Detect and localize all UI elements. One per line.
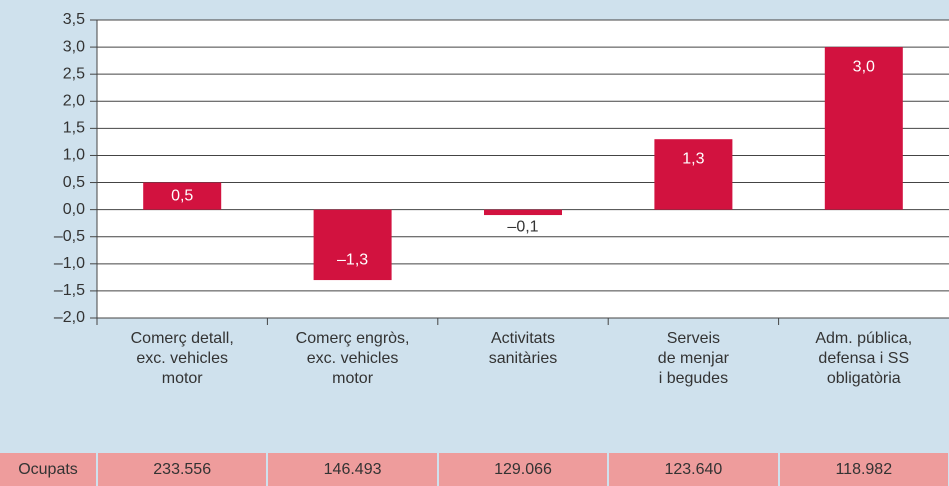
value-label: 1,3	[682, 150, 704, 167]
y-tick-label: 2,5	[63, 65, 85, 82]
table-cell: 233.556	[98, 453, 267, 486]
value-label: –1,3	[337, 251, 368, 268]
x-tick-label: Adm. pública, defensa i SS obligatòria	[815, 330, 913, 387]
plot-area	[97, 20, 949, 318]
y-tick-label: 0,0	[63, 201, 85, 218]
y-tick-label: –0,5	[54, 228, 85, 245]
table-header: Ocupats	[0, 453, 96, 486]
y-tick-label: 0,5	[63, 174, 85, 191]
value-label: 3,0	[853, 58, 875, 75]
y-tick-label: 3,0	[63, 38, 85, 55]
y-tick-label: 1,0	[63, 147, 85, 164]
value-label: –0,1	[507, 218, 538, 235]
y-tick-label: –1,5	[54, 282, 85, 299]
y-tick-label: 3,5	[63, 11, 85, 28]
table-cell: 129.066	[438, 453, 608, 486]
bar	[824, 47, 903, 210]
bar	[313, 209, 392, 281]
x-tick-label: Serveis de menjar i begudes	[657, 330, 729, 387]
x-tick-label: Comerç engròs, exc. vehicles motor	[295, 330, 410, 387]
value-label: 0,5	[171, 187, 193, 204]
x-tick-label: Comerç detall, exc. vehicles motor	[130, 330, 234, 387]
y-tick-label: –2,0	[54, 309, 85, 326]
y-tick-label: 2,0	[63, 92, 85, 109]
bar	[484, 209, 562, 216]
table-cell: 123.640	[609, 453, 778, 486]
y-tick-label: –1,0	[54, 255, 85, 272]
bar	[143, 182, 222, 210]
bar	[654, 139, 733, 210]
y-tick-label: 1,5	[63, 120, 85, 137]
table-cell: 146.493	[268, 453, 437, 486]
table-cell: 118.982	[779, 453, 948, 486]
x-tick-label: Activitats sanitàries	[488, 330, 558, 367]
